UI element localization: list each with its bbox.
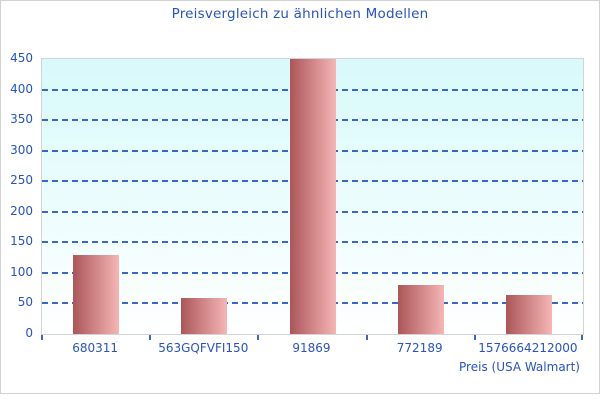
x-category-label: 680311 [72, 341, 118, 355]
y-tick-label: 150 [10, 234, 33, 249]
y-tick-label: 50 [17, 295, 33, 310]
x-axis-title: Preis (USA Walmart) [459, 360, 580, 374]
x-tick-mark [149, 335, 152, 340]
chart-title: Preisvergleich zu ähnlichen Modellen [171, 6, 429, 22]
plot-area [41, 58, 584, 335]
y-tick-label: 450 [10, 51, 33, 65]
y-tick-label: 300 [10, 142, 33, 157]
bar-680311 [73, 254, 120, 334]
x-category-label: 1576664212000 [478, 341, 578, 355]
x-category-label: 91869 [292, 341, 331, 355]
y-tick-label: 100 [10, 264, 33, 279]
x-category-label: 563GQFVFI150 [158, 341, 249, 355]
x-tick-mark [581, 335, 583, 340]
y-tick-label: 200 [10, 203, 33, 218]
bar-563GQFVFI150 [181, 297, 228, 334]
bar-1576664212000 [505, 294, 552, 334]
x-tick-mark [257, 335, 260, 340]
bar-772189 [397, 285, 444, 334]
y-tick-label: 250 [10, 173, 33, 188]
x-category-label: 772189 [396, 341, 443, 355]
x-tick-mark [41, 335, 43, 340]
y-tick-label: 0 [25, 326, 33, 340]
y-tick-label: 350 [10, 112, 33, 127]
y-tick-label: 400 [10, 81, 33, 96]
x-tick-mark [473, 335, 476, 340]
x-tick-mark [365, 335, 368, 340]
bar-91869 [289, 59, 336, 334]
